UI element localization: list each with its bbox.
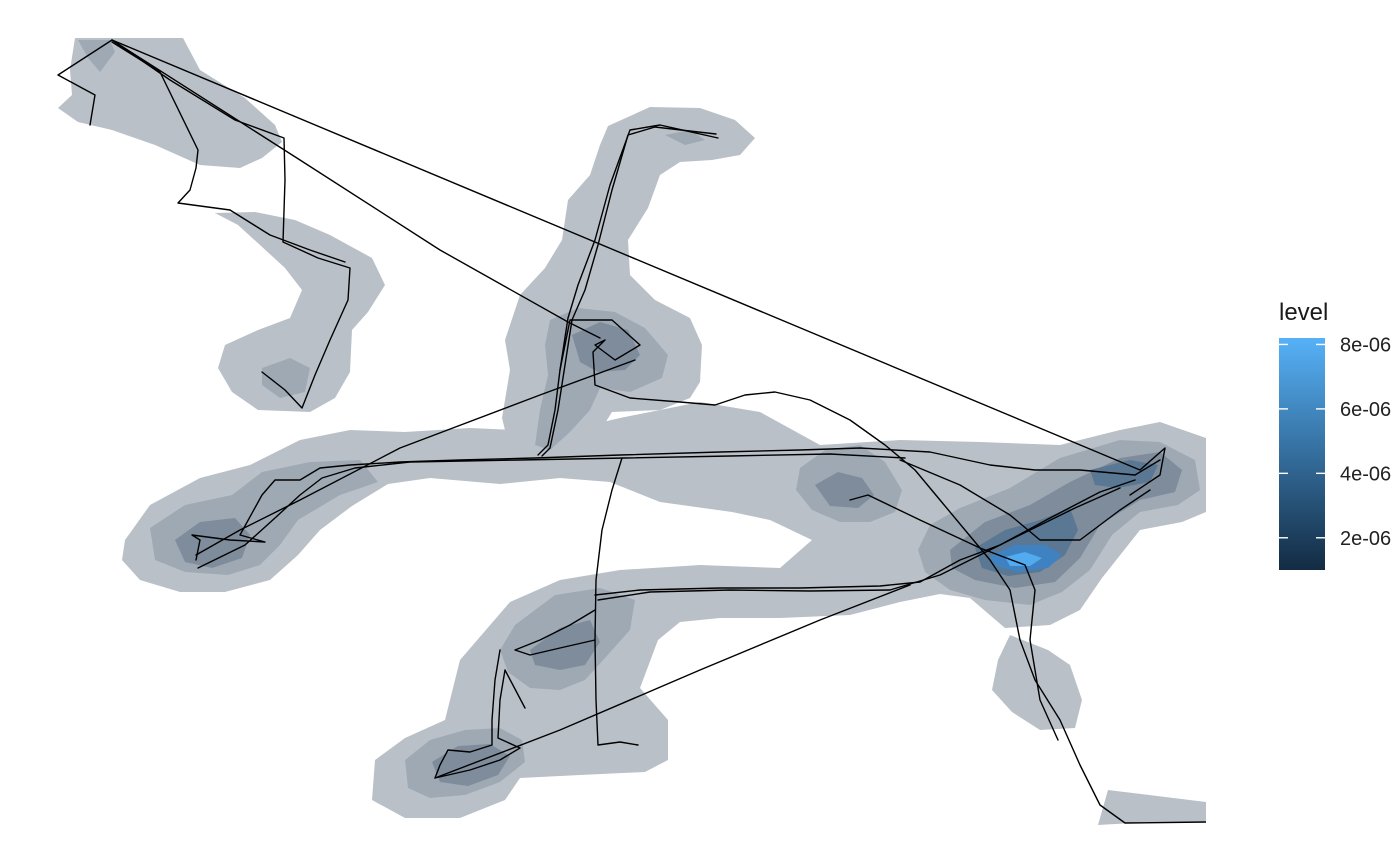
- track-north-spur: [537, 124, 719, 456]
- legend-colorbar: [1279, 338, 1325, 570]
- plot-panel: [57, 38, 1206, 825]
- legend-tick-label: 4e-06: [1340, 463, 1391, 485]
- track-north-spur-return: [541, 126, 717, 457]
- track-south-corridor-return: [597, 487, 1121, 601]
- track-south-corridor: [594, 479, 1136, 596]
- density-level-2-peak-north: [665, 130, 705, 145]
- track-long-diagonal-north: [111, 39, 1166, 496]
- density-level-3-peak-junction: [572, 322, 640, 372]
- density-level-6-peak-east: [1005, 552, 1042, 566]
- density-level-3-peak-east-mid: [815, 472, 874, 508]
- legend-ticks: 2e-06 4e-06 6e-06 8e-06: [1279, 334, 1391, 550]
- track-northwest-descent: [111, 41, 346, 263]
- density-region-main-corridor: [122, 402, 1206, 818]
- track-diagonal-to-junction: [111, 39, 601, 339]
- track-junction-loop: [559, 319, 1206, 824]
- density-region-southeast-tip: [1098, 790, 1206, 825]
- legend: level 2e-06 4e-06 6e-06 8e-06: [1279, 299, 1391, 570]
- density-level-6: [1005, 552, 1042, 566]
- track-south-diagonal: [434, 584, 911, 779]
- density-level-1: [58, 38, 1206, 825]
- density-level-3-peak-south: [432, 744, 510, 786]
- density-level-2-peak-slope: [262, 358, 310, 398]
- track-east-north-diagonal: [899, 459, 1151, 541]
- track-east-spur: [849, 494, 1059, 741]
- legend-tick-label: 8e-06: [1340, 334, 1391, 356]
- density-level-2-peak-nw: [78, 40, 115, 72]
- density-level-3-peak-west: [175, 518, 250, 568]
- legend-tick-label: 2e-06: [1340, 528, 1391, 550]
- legend-tick-label: 6e-06: [1340, 399, 1391, 421]
- track-corridor-parallel: [197, 453, 906, 569]
- density-region-northwest: [58, 38, 282, 168]
- track-paths: [57, 39, 1206, 824]
- density-level-3-peak-south-mid: [530, 620, 600, 670]
- density-region-north-slope: [215, 212, 385, 412]
- legend-title: level: [1279, 299, 1328, 326]
- track-junction-to-west: [195, 359, 636, 556]
